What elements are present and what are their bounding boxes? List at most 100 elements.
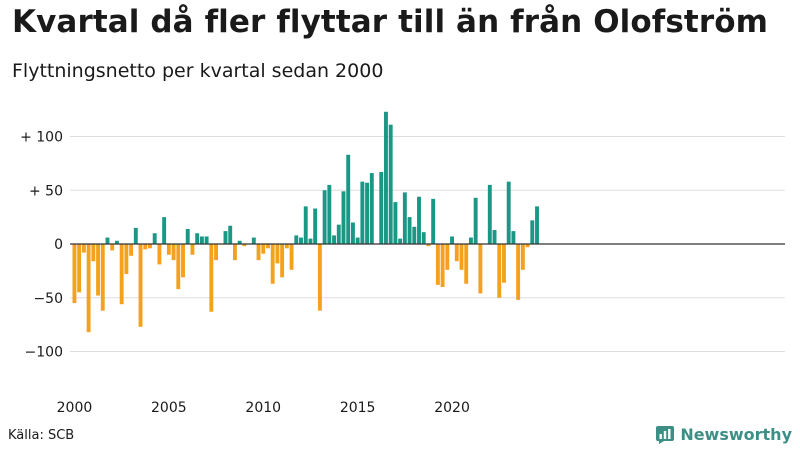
x-tick-label: 2015 bbox=[340, 400, 376, 416]
bar bbox=[308, 238, 313, 244]
bar bbox=[81, 244, 86, 253]
x-tick-label: 2010 bbox=[245, 400, 281, 416]
bar bbox=[426, 244, 431, 247]
bar bbox=[365, 182, 370, 244]
bar bbox=[487, 184, 492, 244]
y-tick-label: 0 bbox=[54, 237, 63, 253]
newsworthy-logo-icon bbox=[656, 425, 675, 444]
bar bbox=[214, 244, 218, 261]
bar bbox=[77, 244, 82, 293]
bar bbox=[148, 244, 152, 249]
bar bbox=[327, 184, 332, 244]
bar bbox=[497, 244, 502, 298]
chart-title: Kvartal då fler flyttar till än från Olo… bbox=[12, 4, 769, 40]
x-tick-label: 2005 bbox=[151, 400, 187, 416]
y-tick-label: + 100 bbox=[20, 130, 63, 146]
brand-logo: Newsworthy bbox=[656, 425, 792, 444]
bar bbox=[492, 230, 497, 244]
bar bbox=[157, 244, 162, 265]
bar bbox=[431, 198, 436, 244]
bar bbox=[209, 244, 214, 312]
bar bbox=[299, 237, 303, 244]
bar bbox=[110, 244, 115, 251]
bar bbox=[525, 244, 530, 248]
brand-name: Newsworthy bbox=[680, 425, 792, 444]
bar bbox=[242, 244, 247, 247]
bar bbox=[332, 235, 336, 244]
bar bbox=[124, 244, 129, 275]
bar bbox=[317, 244, 322, 311]
bar bbox=[266, 244, 270, 249]
bar bbox=[284, 244, 289, 249]
bar bbox=[237, 240, 242, 244]
bar bbox=[275, 244, 280, 264]
bar bbox=[350, 222, 355, 244]
bar bbox=[506, 181, 511, 244]
bar bbox=[223, 231, 228, 244]
bar bbox=[143, 244, 148, 250]
bar bbox=[190, 244, 195, 255]
x-tick-label: 2020 bbox=[434, 400, 470, 416]
bar bbox=[407, 217, 412, 244]
bar bbox=[421, 232, 426, 244]
bar bbox=[346, 154, 351, 244]
bar bbox=[100, 244, 105, 311]
bar bbox=[152, 233, 157, 244]
bar bbox=[261, 244, 266, 254]
bar bbox=[133, 227, 138, 244]
y-tick-label: + 50 bbox=[29, 183, 63, 199]
bar bbox=[105, 237, 110, 244]
bar bbox=[445, 244, 450, 270]
chart-subtitle: Flyttningsnetto per kvartal sedan 2000 bbox=[12, 60, 384, 82]
bar bbox=[440, 244, 445, 287]
bar bbox=[336, 224, 341, 244]
bar bbox=[195, 233, 200, 244]
grid-lines bbox=[70, 136, 785, 352]
bar bbox=[379, 171, 384, 244]
bar bbox=[341, 191, 346, 244]
bar bbox=[171, 244, 176, 261]
bar bbox=[478, 244, 483, 294]
bar bbox=[322, 190, 327, 244]
bar bbox=[256, 244, 261, 261]
bar bbox=[464, 244, 469, 284]
bar bbox=[289, 244, 294, 270]
bar bbox=[313, 208, 318, 244]
bar bbox=[520, 244, 525, 270]
bar bbox=[119, 244, 124, 305]
bar bbox=[369, 173, 374, 244]
bar bbox=[199, 236, 204, 244]
bar bbox=[96, 244, 100, 296]
bar bbox=[129, 244, 134, 256]
bar bbox=[388, 124, 393, 244]
bar bbox=[176, 244, 181, 290]
bar bbox=[393, 202, 398, 244]
bar bbox=[516, 244, 521, 300]
bar bbox=[114, 240, 119, 244]
bar bbox=[355, 237, 360, 244]
bar bbox=[468, 237, 473, 244]
bar bbox=[435, 244, 440, 285]
bar bbox=[72, 244, 77, 304]
source-label: Källa: SCB bbox=[8, 428, 75, 443]
bar bbox=[535, 206, 539, 244]
bar bbox=[398, 238, 403, 244]
bar bbox=[530, 220, 535, 244]
bar bbox=[228, 225, 233, 244]
bar bbox=[459, 244, 464, 270]
y-axis-ticks: −100 −50 0 + 50 + 100 bbox=[20, 130, 63, 361]
bar bbox=[86, 244, 91, 333]
x-tick-label: 2000 bbox=[57, 400, 93, 416]
bar bbox=[91, 244, 96, 262]
bar bbox=[181, 244, 185, 278]
y-tick-label: −100 bbox=[25, 345, 63, 361]
bar bbox=[473, 197, 478, 244]
bar bbox=[417, 196, 421, 244]
bar bbox=[185, 228, 190, 244]
bar bbox=[294, 235, 299, 244]
bar bbox=[138, 244, 143, 327]
bar bbox=[162, 217, 167, 244]
bar bbox=[450, 236, 454, 244]
bar bbox=[251, 237, 256, 244]
